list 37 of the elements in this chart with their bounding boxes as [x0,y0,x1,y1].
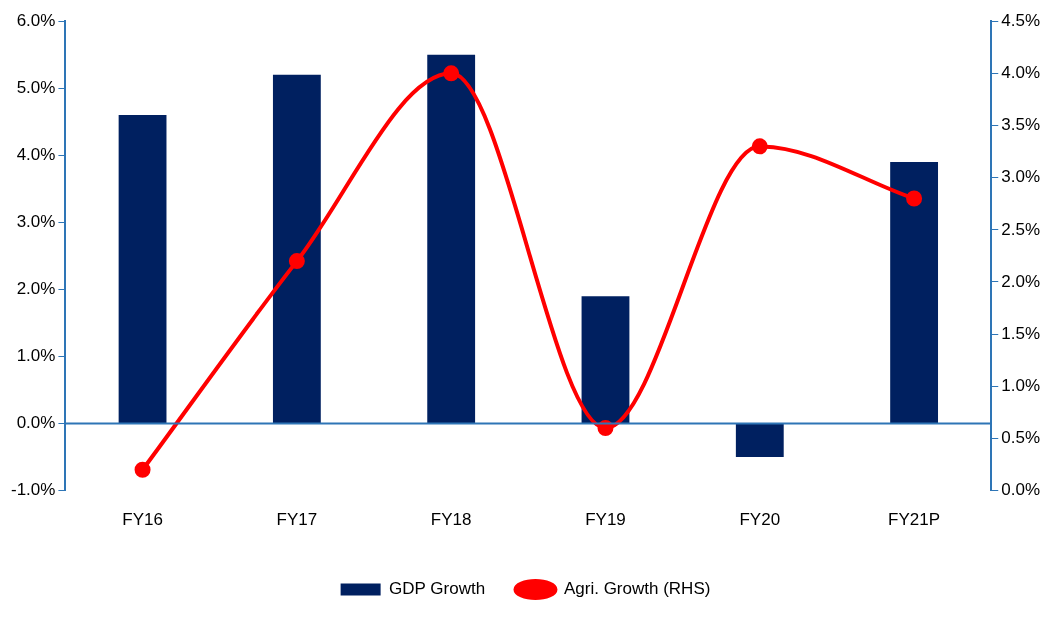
y2-tick-label: 4.0% [1001,63,1040,83]
y2-tick-label: 4.5% [1001,10,1040,30]
bar [581,296,630,424]
point [906,190,923,207]
y2-tick-label: 0.0% [1001,480,1040,500]
y-tick-label: 4.0% [16,145,56,164]
bar [735,424,784,458]
point [443,65,460,82]
y2-tick-label: 3.5% [1001,115,1040,135]
y-tick-label: 3.0% [16,212,56,232]
bar [890,162,939,424]
point [751,138,768,155]
x-tick-label: FY16 [122,510,163,530]
legend-label: Agri. Growth (RHS) [563,579,711,599]
y-tick-label: 0.0% [16,413,56,433]
bar [427,54,476,424]
y2-tick-label: 0.5% [1001,428,1040,448]
y2-tick-label: 2.0% [1001,271,1040,291]
y-tick-label: 5.0% [16,77,56,97]
x-tick-label: FY18 [430,510,472,530]
bar [272,74,321,424]
x-tick-label: FY17 [276,510,318,530]
y2-tick-label: 3.0% [1001,167,1040,187]
point [134,461,151,478]
y2-tick-label: 1.0% [1001,375,1040,395]
y-tick-label: 2.0% [16,279,56,299]
legend-label: GDP Growth [389,579,486,599]
y2-tick-label: 2.5% [1001,219,1040,239]
y-tick-label: -1.0% [10,480,56,500]
x-tick-label: FY21P [888,510,941,530]
y2-tick-label: 1.5% [1001,323,1040,343]
bar [118,115,167,424]
x-tick-label: FY20 [739,510,781,530]
x-tick-label: FY19 [585,510,626,530]
y-tick-label: 6.0% [16,10,56,30]
y-tick-label: 1.0% [16,346,56,366]
point [288,253,305,270]
